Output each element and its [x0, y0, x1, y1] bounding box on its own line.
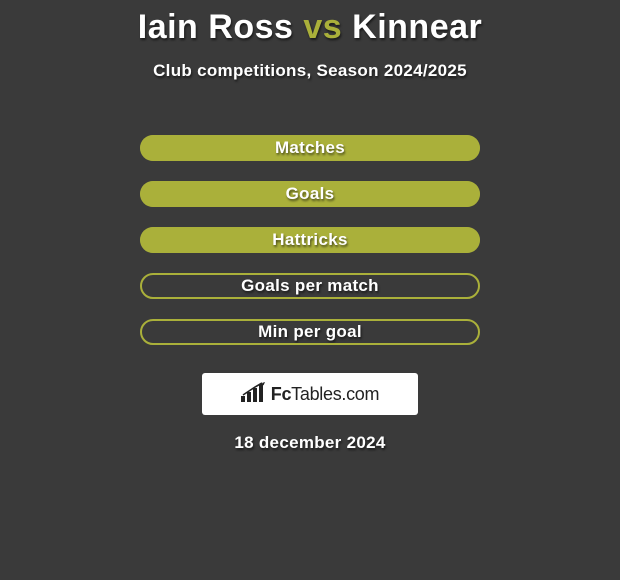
stat-bar-track: Goals — [140, 181, 480, 207]
stat-bar-track: Min per goal — [140, 319, 480, 345]
stat-label: Goals — [286, 184, 335, 204]
stat-label: Min per goal — [258, 322, 362, 342]
stat-row: Goals — [0, 171, 620, 217]
stat-label: Hattricks — [272, 230, 347, 250]
stat-label: Matches — [275, 138, 345, 158]
stat-label: Goals per match — [241, 276, 379, 296]
competition-subtitle: Club competitions, Season 2024/2025 — [0, 61, 620, 81]
comparison-title: Iain Ross vs Kinnear — [0, 0, 620, 47]
fctables-logo-text: FcTables.com — [271, 384, 379, 405]
player2-name: Kinnear — [352, 8, 482, 46]
bars-signal-icon — [241, 382, 265, 407]
stat-bar-track: Matches — [140, 135, 480, 161]
fctables-logo-card: FcTables.com — [202, 373, 418, 415]
stat-row: Hattricks — [0, 217, 620, 263]
player1-name: Iain Ross — [138, 8, 294, 46]
stat-bar-track: Hattricks — [140, 227, 480, 253]
snapshot-date: 18 december 2024 — [0, 433, 620, 453]
stat-row: Min per goal — [0, 309, 620, 355]
stat-rows: Matches Goals Hattricks Goals per match — [0, 125, 620, 355]
vs-separator: vs — [303, 8, 342, 46]
stat-row: Matches — [0, 125, 620, 171]
stat-row: Goals per match — [0, 263, 620, 309]
stat-bar-track: Goals per match — [140, 273, 480, 299]
